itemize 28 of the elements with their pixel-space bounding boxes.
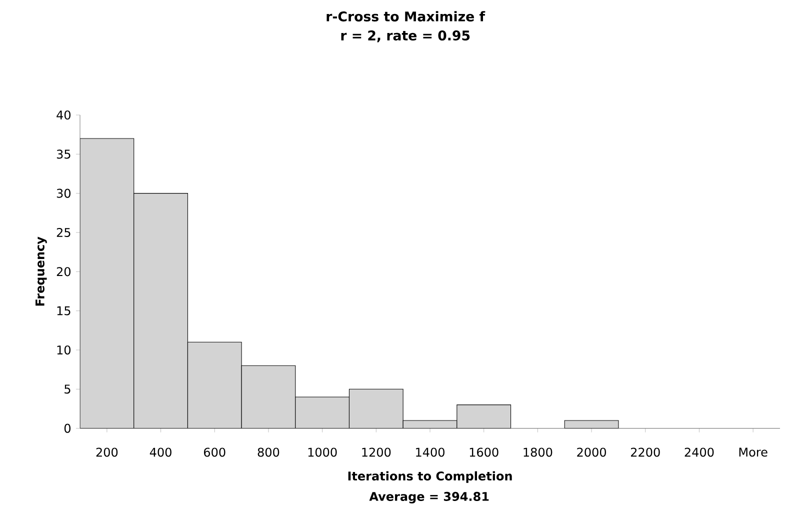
x-tick-label: 400 [150,448,172,457]
x-tick-label: 1400 [416,448,444,457]
chart-title: r-Cross to Maximize f [326,11,486,22]
x-tick-label: More [739,448,768,457]
y-tick-label: 40 [56,110,70,120]
x-tick-label: 2400 [684,448,714,457]
x-tick-label: 1600 [470,448,498,457]
y-tick-label: 25 [56,228,70,238]
x-tick-label: 1800 [524,448,552,457]
x-tick-label: 600 [204,448,226,457]
bar [564,420,619,428]
x-tick-label: 1000 [308,448,337,457]
y-tick-label: 15 [57,306,70,316]
x-tick-label: 2200 [630,448,660,457]
chart-subtitle: r = 2, rate = 0.95 [341,30,470,42]
x-tick-label: 1200 [362,448,391,457]
x-tick-label: 2000 [577,448,606,457]
x-tick-label: 200 [96,448,118,457]
y-tick-label: 20 [56,267,70,276]
text: Average = 394.81 [369,492,489,504]
x-axis-title: Iterations to Completion [348,471,512,483]
y-tick-label: 35 [56,150,70,159]
y-tick-label: 0 [64,424,70,433]
y-axis-title: Frequency [36,236,47,306]
y-tick-label: 5 [64,384,70,394]
x-tick-label: 800 [258,448,280,457]
y-tick-label: 10 [57,345,70,355]
y-tick-label: 30 [56,188,70,198]
